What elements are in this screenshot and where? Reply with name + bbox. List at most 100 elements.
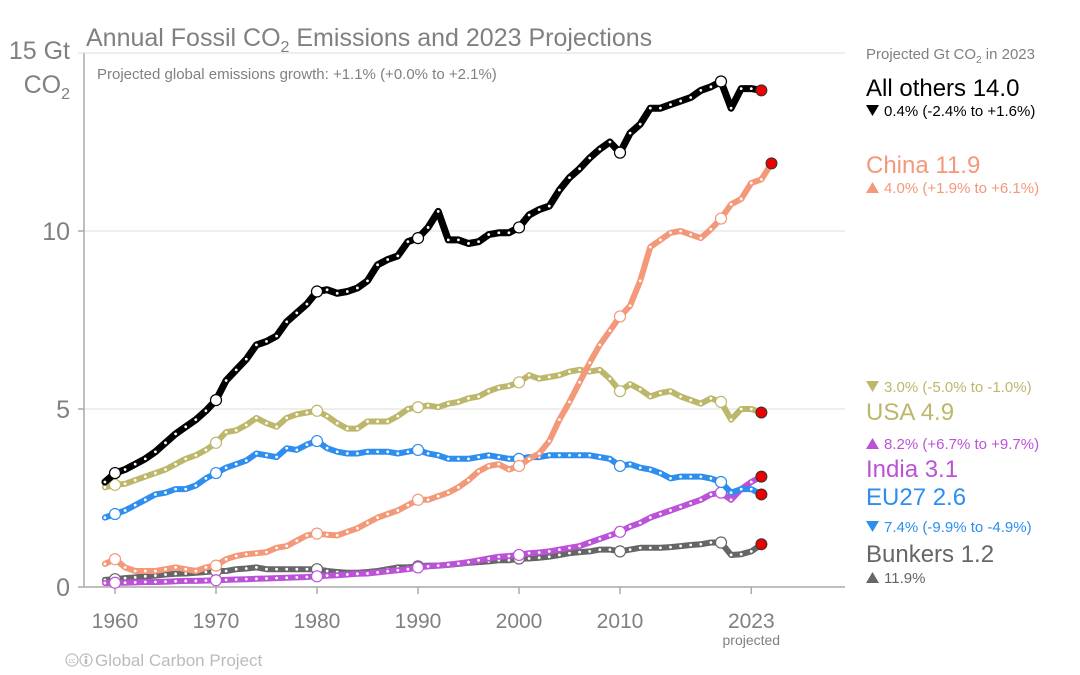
data-point: [244, 423, 248, 427]
data-point: [436, 210, 440, 213]
data-point: [123, 566, 127, 569]
decade-marker: [310, 285, 324, 298]
data-point: [345, 573, 349, 576]
decade-marker: [714, 475, 728, 489]
data-point: [659, 471, 662, 475]
data-point: [457, 238, 460, 242]
data-point: [345, 452, 349, 455]
data-point: [396, 568, 400, 572]
triangle-down-icon: [866, 521, 879, 532]
data-point: [356, 452, 359, 455]
data-point: [275, 334, 278, 338]
data-point: [446, 491, 450, 495]
data-point: [477, 469, 480, 473]
data-point: [477, 455, 480, 459]
data-point: [143, 498, 147, 502]
data-point: [547, 550, 551, 553]
data-point: [628, 131, 632, 135]
data-point: [285, 576, 289, 580]
data-point: [638, 466, 642, 470]
legend-item-china: China 11.94.0% (+1.9% to +6.1%): [866, 152, 1039, 197]
data-point: [143, 569, 147, 573]
data-point: [356, 526, 359, 530]
x-tick-label: 1980: [294, 610, 341, 633]
data-point: [467, 242, 470, 245]
data-point: [739, 87, 743, 90]
data-point: [749, 181, 753, 185]
legend-name: USA 4.9: [866, 399, 954, 426]
data-point: [497, 231, 501, 235]
data-point: [527, 557, 531, 560]
decade-marker: [209, 394, 223, 407]
data-point: [356, 427, 359, 430]
x-tick-label: 2023: [728, 610, 775, 633]
data-point: [356, 286, 359, 290]
data-point: [224, 569, 228, 573]
data-point: [295, 567, 299, 571]
legend-name: EU27 2.6: [866, 484, 966, 511]
data-point: [265, 577, 268, 580]
data-point: [255, 416, 258, 420]
data-point: [255, 452, 258, 455]
series-layer: [101, 75, 778, 589]
data-point: [174, 487, 178, 491]
data-point: [669, 509, 672, 512]
x-tick-label: 1990: [395, 610, 442, 633]
data-point: [689, 96, 693, 99]
data-point: [689, 543, 693, 547]
data-point: [628, 382, 632, 386]
decade-marker: [613, 146, 627, 159]
data-point: [194, 579, 198, 583]
data-point: [133, 569, 137, 573]
data-point: [164, 567, 167, 571]
data-point: [255, 343, 258, 347]
data-point: [275, 546, 278, 550]
data-point: [497, 462, 501, 466]
data-point: [709, 227, 713, 231]
data-point: [406, 450, 410, 454]
data-point: [679, 395, 682, 398]
legend-name: China 11.9: [866, 152, 980, 179]
decade-marker: [310, 404, 324, 417]
data-point: [234, 428, 238, 432]
data-point: [143, 475, 147, 479]
data-point: [244, 567, 248, 570]
footer-credit-text: Global Carbon Project: [95, 651, 263, 670]
y-axis-unit: CO2: [24, 71, 71, 103]
data-point: [335, 450, 339, 454]
data-point: [345, 427, 349, 430]
data-point: [628, 462, 632, 466]
data-point: [275, 425, 278, 429]
triangle-down-icon: [866, 381, 879, 392]
data-point: [446, 402, 450, 406]
data-point: [154, 569, 157, 573]
data-point: [648, 245, 652, 249]
legend-item-usa: USA 4.9 3.0% (-5.0% to -1.0%): [866, 379, 1032, 426]
data-point: [699, 542, 703, 546]
data-point: [325, 414, 329, 418]
data-point: [467, 560, 470, 564]
data-point: [244, 552, 248, 556]
data-point: [648, 516, 652, 519]
data-point: [608, 377, 612, 381]
data-point: [174, 432, 178, 436]
data-point: [255, 577, 258, 581]
data-point: [739, 552, 743, 556]
data-point: [224, 430, 228, 434]
data-point: [638, 546, 642, 550]
data-point: [729, 202, 733, 206]
data-point: [689, 501, 693, 505]
data-point: [527, 457, 531, 461]
data-point: [608, 329, 612, 333]
legend-change: 8.2% (+6.7% to +9.7%): [884, 436, 1039, 453]
data-point: [295, 412, 299, 416]
x-tick-label: 2000: [496, 610, 543, 633]
data-point: [749, 480, 753, 484]
attribution-icon: [79, 653, 93, 667]
data-point: [325, 569, 329, 573]
decade-marker: [108, 576, 122, 589]
data-point: [487, 453, 491, 457]
data-point: [547, 204, 551, 208]
data-point: [659, 546, 662, 550]
projection-point: [765, 157, 778, 170]
